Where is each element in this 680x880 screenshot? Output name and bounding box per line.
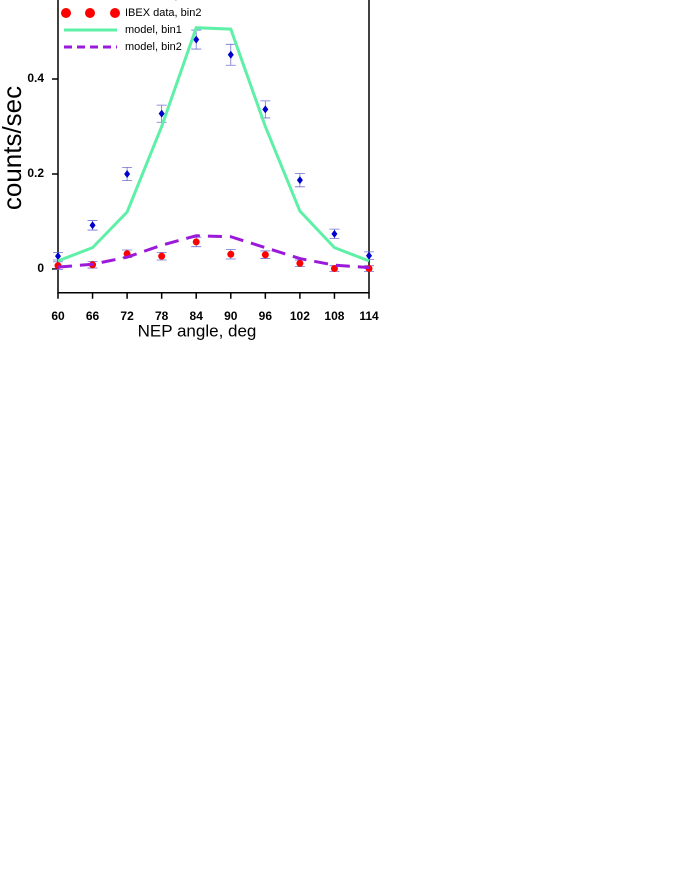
y-tick-label: 0.2 <box>27 166 44 180</box>
x-tick-label: 60 <box>51 309 65 323</box>
data-point <box>227 250 235 258</box>
data-point <box>296 176 303 185</box>
data-point <box>89 221 96 230</box>
model-line <box>57 234 370 270</box>
data-point <box>124 170 131 178</box>
data-point <box>55 252 61 261</box>
legend-label: IBEX data, bin2 <box>125 7 201 19</box>
data-point <box>192 238 200 246</box>
y-tick-label: 0.4 <box>27 71 44 85</box>
x-tick-label: 108 <box>324 309 344 323</box>
data-point <box>158 252 166 260</box>
data-point <box>193 35 200 44</box>
x-axis-label: NEP angle, deg <box>138 321 257 340</box>
legend-marker <box>61 8 71 18</box>
x-tick-label: 66 <box>86 309 100 323</box>
plot-frame <box>57 0 370 294</box>
x-tick-label: 114 <box>359 309 379 323</box>
data-point <box>227 50 234 59</box>
data-point <box>296 259 304 267</box>
x-tick-label: 102 <box>290 309 310 323</box>
legend-label: model, bin2 <box>125 41 182 53</box>
y-tick-label: 0 <box>37 261 44 275</box>
data-point <box>331 229 338 238</box>
data-point <box>366 251 372 260</box>
data-point <box>158 109 165 118</box>
legend-marker <box>85 8 95 18</box>
model-line <box>57 26 370 263</box>
plot-area <box>53 26 374 273</box>
data-point <box>262 105 269 114</box>
x-tick-label: 96 <box>259 309 273 323</box>
x-tick-label: 90 <box>224 309 238 323</box>
x-tick-label: 78 <box>155 309 169 323</box>
x-tick-label: 72 <box>120 309 134 323</box>
legend-label: model, bin1 <box>125 24 182 36</box>
legend-label: IBEX data, bin1 <box>125 0 201 2</box>
legend-marker <box>110 8 120 18</box>
data-point <box>261 251 269 259</box>
x-tick-label: 84 <box>190 309 204 323</box>
y-axis-label: counts/sec <box>0 86 27 210</box>
